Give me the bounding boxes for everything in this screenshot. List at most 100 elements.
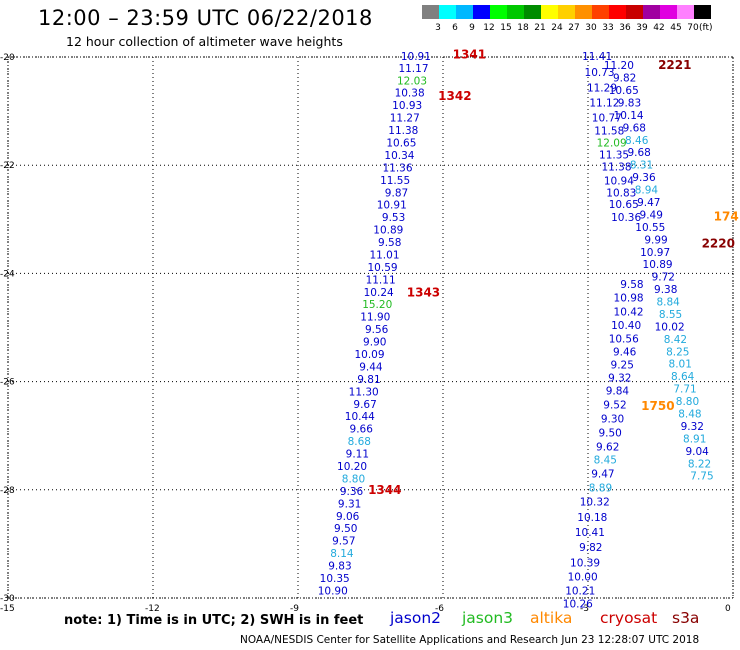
wave-height-value: 9.68 xyxy=(623,122,646,134)
pass-number-label: 1343 xyxy=(407,285,440,299)
latitude-tick-label: -22 xyxy=(0,161,15,171)
color-scale-label: 30 xyxy=(585,23,597,33)
wave-height-value: 8.89 xyxy=(589,483,612,495)
wave-height-value: 11.17 xyxy=(398,63,428,75)
color-scale-label: 6 xyxy=(452,23,458,33)
wave-height-value: 11.38 xyxy=(388,125,418,137)
wave-height-value: 9.44 xyxy=(359,361,383,373)
latitude-tick-label: -20 xyxy=(0,53,15,63)
wave-height-value: 11.90 xyxy=(360,312,390,324)
wave-height-value: 9.67 xyxy=(353,399,376,411)
color-scale-label: 18 xyxy=(517,23,529,33)
wave-height-value: 9.72 xyxy=(652,272,675,284)
color-scale-label: 33 xyxy=(602,23,614,33)
wave-height-value: 11.35 xyxy=(599,149,629,161)
axis-labels: -15 -12 -9 -6 -3 0-20-22-24-26-28-30 xyxy=(0,53,731,614)
wave-height-value: 9.58 xyxy=(378,237,401,249)
wave-height-value: 10.65 xyxy=(386,137,416,149)
wave-height-value: 10.32 xyxy=(580,497,610,509)
wave-height-value: 9.30 xyxy=(601,413,624,425)
wave-height-value: 8.31 xyxy=(630,160,653,172)
wave-height-value: 11.01 xyxy=(369,249,399,261)
wave-height-value: 9.56 xyxy=(365,324,389,336)
wave-height-value: 10.36 xyxy=(611,212,641,224)
color-scale-label: 70 xyxy=(687,23,699,33)
wave-height-value: 9.25 xyxy=(611,359,634,371)
wave-height-value: 11.38 xyxy=(601,161,631,173)
wave-height-value: 10.93 xyxy=(392,100,422,112)
wave-height-value: 10.40 xyxy=(611,320,641,332)
wave-height-value: 10.94 xyxy=(604,175,634,187)
wave-height-value: 8.80 xyxy=(676,396,699,408)
wave-height-value: 10.38 xyxy=(395,88,425,100)
wave-height-value: 9.47 xyxy=(591,469,614,481)
wave-height-value: 8.14 xyxy=(330,548,354,560)
wave-height-value: 8.45 xyxy=(594,455,617,467)
wave-height-value: 8.46 xyxy=(625,135,649,147)
wave-height-value: 9.68 xyxy=(627,147,650,159)
wave-height-value: 10.77 xyxy=(592,113,622,125)
color-scale-cell xyxy=(626,5,643,19)
wave-height-value: 10.35 xyxy=(320,573,350,585)
color-scale-unit: (ft) xyxy=(699,23,713,33)
wave-height-value: 9.49 xyxy=(640,209,663,221)
wave-height-value: 10.18 xyxy=(577,512,607,524)
wave-height-value: 8.48 xyxy=(678,409,701,421)
color-scale-label: 21 xyxy=(534,23,546,33)
pass-number-label: 2220 xyxy=(702,237,735,251)
map-subtitle: 12 hour collection of altimeter wave hei… xyxy=(66,34,343,49)
wave-height-value: 9.82 xyxy=(579,542,602,554)
color-scale-cell xyxy=(677,5,694,19)
wave-height-value: 9.81 xyxy=(357,374,380,386)
wave-height-value: 10.91 xyxy=(377,200,407,212)
wave-height-value: 9.31 xyxy=(338,498,361,510)
wave-height-value: 9.62 xyxy=(596,442,619,454)
wave-height-value: 10.26 xyxy=(563,598,593,610)
wave-height-value: 11.55 xyxy=(380,175,410,187)
wave-height-value: 8.55 xyxy=(659,309,682,321)
wave-height-value: 10.39 xyxy=(570,557,600,569)
wave-height-value: 10.14 xyxy=(614,110,644,122)
wave-height-value: 8.94 xyxy=(635,185,659,197)
wave-height-value: 10.09 xyxy=(354,349,384,361)
footer-credit: NOAA/NESDIS Center for Satellite Applica… xyxy=(240,634,700,646)
wave-height-value: 9.52 xyxy=(603,399,626,411)
wave-height-value: 9.04 xyxy=(685,446,709,458)
wave-height-value: 10.41 xyxy=(575,527,605,539)
color-scale-cell xyxy=(643,5,660,19)
wave-height-value: 9.83 xyxy=(618,97,641,109)
wave-height-value: 9.84 xyxy=(606,385,630,397)
wave-height-value: 10.56 xyxy=(609,333,639,345)
wave-height-value: 10.65 xyxy=(609,199,639,211)
pass-number-label: 1344 xyxy=(368,483,401,497)
pass-number-label: 1341 xyxy=(453,47,486,61)
map-title: 12:00 – 23:59 UTC 06/22/2018 xyxy=(38,6,373,30)
wave-height-value: 9.87 xyxy=(385,187,408,199)
latitude-tick-label: -30 xyxy=(0,594,15,604)
wave-height-value: 9.47 xyxy=(637,197,660,209)
color-scale-cell xyxy=(456,5,473,19)
wave-height-value: 11.27 xyxy=(390,113,420,125)
wave-height-value: 9.32 xyxy=(608,372,631,384)
wave-height-value: 10.21 xyxy=(565,585,595,597)
color-scale-label: 36 xyxy=(619,23,631,33)
longitude-tick-label: -12 xyxy=(145,604,160,614)
wave-height-value: 10.89 xyxy=(373,225,403,237)
color-scale-cell xyxy=(439,5,456,19)
longitude-tick-label: -3 xyxy=(580,604,589,614)
wave-height-value: 10.59 xyxy=(368,262,398,274)
wave-height-value: 8.80 xyxy=(342,473,365,485)
wave-height-value: 10.42 xyxy=(614,306,644,318)
legend-entry-jason3: jason3 xyxy=(462,609,514,627)
track-labels: 1341 1342 1343 1344 2221 2220 1750 174 xyxy=(368,47,739,497)
wave-height-value: 11.41 xyxy=(582,51,612,63)
wave-height-value: 8.84 xyxy=(656,297,680,309)
wave-height-value: 9.50 xyxy=(334,523,357,535)
wave-height-value: 11.58 xyxy=(594,126,624,138)
wave-height-value: 8.91 xyxy=(683,433,706,445)
wave-height-value: 9.36 xyxy=(632,172,656,184)
wave-height-value: 10.55 xyxy=(635,222,665,234)
latitude-tick-label: -24 xyxy=(0,269,15,279)
color-scale-cell xyxy=(609,5,626,19)
pass-number-label: 1342 xyxy=(438,89,471,103)
